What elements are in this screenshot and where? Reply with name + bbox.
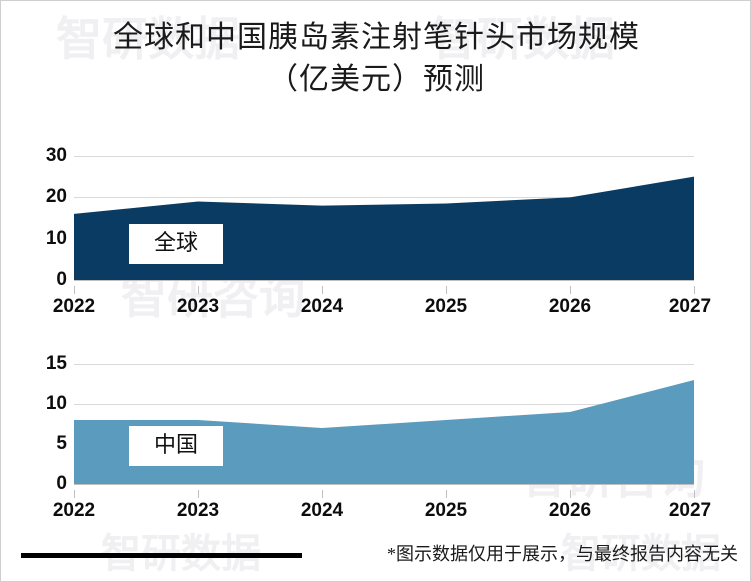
y-axis-global: 30 20 10 0 bbox=[1, 145, 67, 311]
x-tick-mark bbox=[322, 286, 323, 294]
gridline bbox=[74, 404, 694, 405]
x-tick-label: 2025 bbox=[424, 500, 468, 521]
x-axis-china: 2022 2023 2024 2025 2026 2027 bbox=[53, 490, 711, 521]
plot-area-global bbox=[74, 146, 694, 280]
y-tick-label: 0 bbox=[56, 269, 67, 290]
area-series-china bbox=[74, 380, 694, 484]
x-tick-label: 2025 bbox=[424, 296, 468, 317]
x-axis-line-china bbox=[74, 484, 694, 485]
x-tick-mark bbox=[322, 490, 323, 498]
chart-global: 30 20 10 0 2022 2023 2024 2025 2026 bbox=[1, 145, 750, 317]
gridline bbox=[74, 156, 694, 157]
y-tick-label: 15 bbox=[45, 353, 67, 374]
chart-title-line-1: 全球和中国胰岛素注射笔针头市场规模 bbox=[113, 21, 640, 54]
x-tick-label: 2026 bbox=[548, 500, 592, 521]
y-tick-label: 30 bbox=[45, 145, 67, 166]
x-tick-label: 2024 bbox=[300, 296, 344, 317]
x-tick-mark bbox=[446, 490, 447, 498]
footer-note: *图示数据仅用于展示，与最终报告内容无关 bbox=[387, 544, 738, 564]
x-tick-label: 2027 bbox=[668, 500, 712, 521]
x-tick-label: 2024 bbox=[300, 500, 344, 521]
gridline bbox=[74, 364, 694, 365]
series-label-china: 中国 bbox=[129, 426, 223, 466]
chart-china: 15 10 5 0 2022 2023 2024 2025 2026 bbox=[1, 353, 750, 521]
chart-title-line-2: （亿美元）预测 bbox=[268, 63, 485, 96]
y-axis-china: 15 10 5 0 bbox=[1, 353, 67, 519]
y-tick-label: 10 bbox=[45, 393, 67, 414]
x-tick-mark bbox=[570, 490, 571, 498]
x-tick-label: 2027 bbox=[668, 296, 712, 317]
footer-divider bbox=[21, 553, 302, 558]
x-tick-mark bbox=[446, 286, 447, 294]
y-tick-label: 5 bbox=[56, 433, 67, 454]
x-axis-line-global bbox=[74, 280, 694, 281]
y-tick-label: 10 bbox=[45, 227, 67, 249]
series-label-global: 全球 bbox=[129, 224, 223, 264]
x-tick-label: 2023 bbox=[176, 296, 220, 317]
x-tick-mark bbox=[198, 490, 199, 498]
x-axis-global: 2022 2023 2024 2025 2026 2027 bbox=[53, 286, 711, 317]
x-tick-mark bbox=[694, 286, 695, 294]
y-tick-label: 20 bbox=[45, 186, 67, 208]
area-series-global bbox=[74, 176, 694, 280]
x-tick-label: 2026 bbox=[548, 296, 592, 317]
plot-area-china bbox=[74, 354, 694, 484]
x-tick-mark bbox=[570, 286, 571, 294]
chart-title: 全球和中国胰岛素注射笔针头市场规模 （亿美元）预测 bbox=[1, 17, 750, 101]
x-tick-label: 2022 bbox=[52, 500, 96, 521]
x-tick-label: 2023 bbox=[176, 500, 220, 521]
x-tick-mark bbox=[198, 286, 199, 294]
x-tick-mark bbox=[74, 286, 75, 294]
x-tick-label: 2022 bbox=[52, 296, 96, 317]
x-tick-mark bbox=[694, 490, 695, 498]
x-tick-mark bbox=[74, 490, 75, 498]
gridline bbox=[74, 197, 694, 199]
y-tick-label: 0 bbox=[56, 473, 67, 494]
footer: *图示数据仅用于展示，与最终报告内容无关 bbox=[1, 537, 750, 571]
